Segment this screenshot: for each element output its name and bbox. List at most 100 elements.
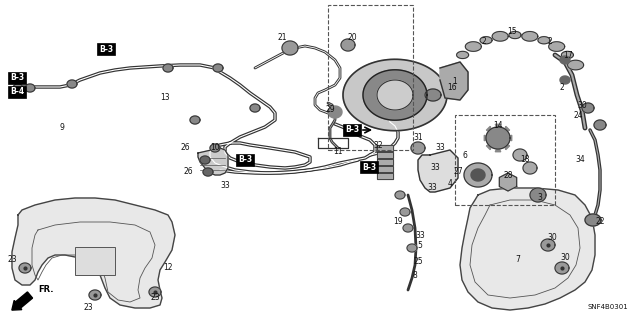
Polygon shape [407,244,417,252]
Text: 30: 30 [577,100,587,109]
Text: 26: 26 [183,167,193,176]
Polygon shape [341,39,355,51]
Polygon shape [492,32,508,41]
Text: 2: 2 [548,38,552,47]
Polygon shape [89,290,101,300]
Polygon shape [403,224,413,232]
Polygon shape [377,80,413,110]
Text: B-3: B-3 [238,155,252,165]
Text: 10: 10 [210,144,220,152]
Polygon shape [541,239,555,251]
Text: 33: 33 [430,164,440,173]
Text: 27: 27 [453,167,463,176]
Polygon shape [210,144,220,152]
Text: SNF4B0301: SNF4B0301 [588,304,628,310]
Polygon shape [149,287,161,297]
Polygon shape [425,89,441,101]
Text: 21: 21 [277,33,287,42]
Text: 32: 32 [373,140,383,150]
Polygon shape [471,169,485,181]
Text: 2: 2 [559,84,564,93]
Text: 19: 19 [393,218,403,226]
Polygon shape [504,126,509,132]
Polygon shape [523,162,537,174]
Polygon shape [377,159,393,165]
Polygon shape [495,124,500,129]
Text: 33: 33 [415,231,425,240]
Text: FR.: FR. [38,286,54,294]
Text: B-3: B-3 [10,73,24,83]
Polygon shape [67,80,77,88]
Polygon shape [190,116,200,124]
Polygon shape [555,262,569,274]
Text: 7: 7 [516,256,520,264]
Polygon shape [395,191,405,199]
Text: 18: 18 [520,155,530,165]
Polygon shape [594,120,606,130]
Polygon shape [25,84,35,92]
Text: 33: 33 [427,183,437,192]
Polygon shape [582,103,594,113]
Polygon shape [548,42,564,51]
Polygon shape [530,188,546,202]
Text: 1: 1 [452,78,458,86]
Polygon shape [495,147,500,152]
Text: B-3: B-3 [345,125,359,135]
Text: 23: 23 [83,303,93,313]
Text: 26: 26 [180,144,190,152]
Text: 23: 23 [7,256,17,264]
Polygon shape [250,104,260,112]
Polygon shape [484,135,489,141]
Text: 31: 31 [413,133,423,143]
Text: 28: 28 [503,170,513,180]
Polygon shape [464,163,492,187]
Text: B-4: B-4 [10,87,24,97]
Polygon shape [480,37,492,44]
Bar [455,115,555,205]
Text: B-3: B-3 [362,162,376,172]
Polygon shape [509,31,521,39]
Polygon shape [377,152,393,158]
Text: 30: 30 [547,234,557,242]
Text: 33: 33 [435,144,445,152]
Polygon shape [13,84,23,92]
Text: 4: 4 [447,179,452,188]
Text: 11: 11 [333,147,343,157]
Polygon shape [411,142,425,154]
Text: 13: 13 [160,93,170,102]
Text: 24: 24 [573,110,583,120]
Text: 2: 2 [482,38,486,47]
Text: B-3: B-3 [99,44,113,54]
Text: 17: 17 [563,50,573,60]
Polygon shape [377,173,393,179]
Polygon shape [328,106,342,118]
Polygon shape [377,166,393,172]
Polygon shape [343,59,447,131]
Polygon shape [12,198,175,308]
Polygon shape [363,70,427,120]
Polygon shape [377,145,393,151]
Polygon shape [585,214,601,226]
Bar [75,247,115,275]
Polygon shape [522,32,538,41]
Text: 16: 16 [447,84,457,93]
Text: 15: 15 [507,27,517,36]
Polygon shape [163,64,173,72]
Polygon shape [561,51,573,59]
Text: 3: 3 [538,194,543,203]
Polygon shape [19,263,31,273]
Polygon shape [504,145,509,150]
Polygon shape [456,51,468,59]
Text: 9: 9 [60,123,65,132]
Text: 25: 25 [413,257,423,266]
Polygon shape [200,156,210,164]
Text: 14: 14 [493,121,503,130]
Text: 34: 34 [575,155,585,165]
Polygon shape [538,37,550,44]
Text: 8: 8 [413,271,417,279]
Polygon shape [203,168,213,176]
Polygon shape [560,56,570,64]
Text: 5: 5 [417,241,422,249]
Polygon shape [486,127,510,149]
Polygon shape [198,148,228,175]
